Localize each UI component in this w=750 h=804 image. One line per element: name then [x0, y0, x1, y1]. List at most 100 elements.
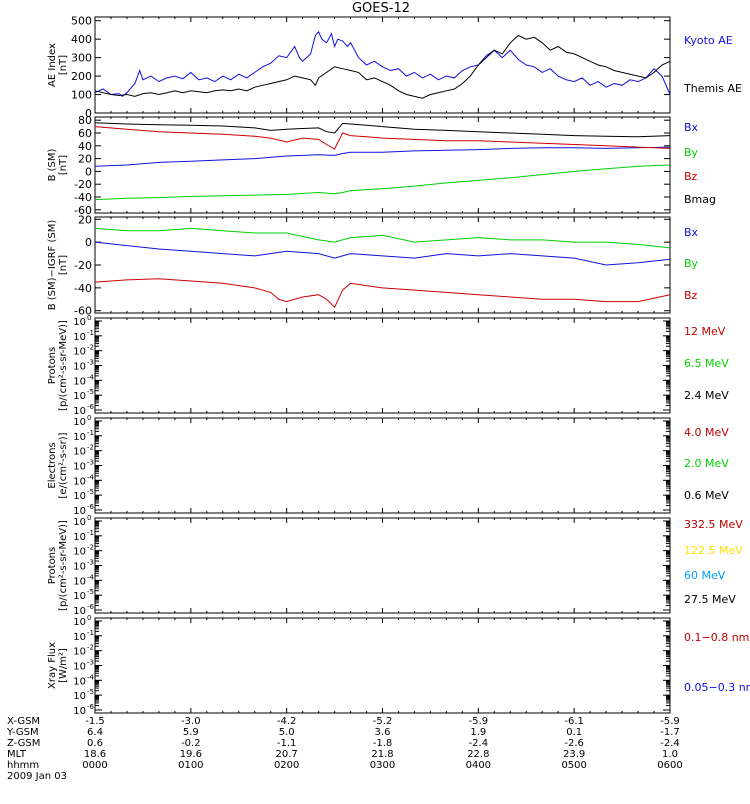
y-tick-label: 40 [78, 140, 92, 153]
y-tick-label: 20 [78, 213, 92, 226]
y-tick-exponent: -3 [87, 359, 94, 367]
y-tick-label: 10 [73, 647, 86, 658]
y-tick-label: 10 [73, 417, 86, 428]
series-line-by [94, 164, 671, 201]
axis-value-mlt: 1.0 [662, 749, 678, 760]
axis-value-x-gsm: -4.2 [277, 716, 297, 727]
legend-bz: Bz [684, 170, 698, 183]
axis-value-hhmm: 0500 [561, 760, 586, 771]
y-tick-exponent: -5 [87, 588, 94, 596]
y-tick-label: 10 [73, 532, 86, 543]
axis-value-z-gsm: 0.6 [87, 738, 103, 749]
axis-row-label: Z-GSM [7, 738, 40, 749]
y-tick-label: 10 [73, 676, 86, 687]
series-line-by [94, 227, 671, 249]
y-tick-label: 10 [73, 391, 86, 402]
y-tick-exponent: 0 [87, 414, 91, 422]
y-tick-label: 10 [73, 447, 86, 458]
y-tick-label: 10 [73, 547, 86, 558]
y-axis-label: [p/(cm²-s-sr-MeV)] [58, 520, 69, 611]
y-tick-label: 300 [71, 52, 92, 65]
y-axis-label: [nT] [58, 255, 69, 275]
legend-60-mev: 60 MeV [684, 569, 726, 582]
y-tick-exponent: -2 [87, 644, 94, 652]
axis-value-x-gsm: -5.9 [469, 716, 489, 727]
y-tick-exponent: -3 [87, 559, 94, 567]
y-tick-exponent: -6 [87, 503, 95, 511]
y-tick-label: 100 [71, 89, 92, 102]
axis-value-x-gsm: -3.0 [181, 716, 201, 727]
legend-by: By [684, 257, 699, 270]
legend-6-5-mev: 6.5 MeV [684, 357, 729, 370]
legend-332-5-mev: 332.5 MeV [684, 518, 743, 531]
axis-row-label: MLT [7, 749, 27, 760]
y-axis-label: B (SM)−IGRF (SM) [47, 220, 58, 311]
panel-frame [94, 16, 671, 114]
series-line-themis-ae [94, 34, 671, 99]
panel-bsm-igrf: B (SM)−IGRF (SM) [nT] 20 0 -20 -40 -60 Bx By Bz [47, 213, 699, 317]
legend-bz: Bz [684, 289, 698, 302]
y-tick-exponent: -1 [87, 329, 94, 337]
y-tick-exponent: -6 [87, 403, 95, 411]
legend-0-05-0-3-nm: 0.05−0.3 nm [684, 681, 750, 694]
plot-title: GOES-12 [352, 1, 410, 16]
y-tick-label: -60 [74, 305, 92, 318]
y-tick-label: 10 [73, 332, 86, 343]
y-tick-exponent: -4 [87, 673, 95, 681]
axis-value-y-gsm: 6.4 [87, 727, 103, 738]
legend-kyoto-ae: Kyoto AE [684, 34, 733, 47]
axis-value-z-gsm: -2.4 [469, 738, 489, 749]
y-tick-exponent: -6 [87, 603, 95, 611]
axis-row-label: hhmm [7, 760, 39, 771]
y-tick-label: 10 [73, 517, 86, 528]
axis-value-hhmm: 0100 [178, 760, 203, 771]
y-tick-exponent: -2 [87, 544, 94, 552]
panel-frame [94, 617, 671, 714]
y-tick-exponent: -1 [87, 429, 94, 437]
y-tick-label: 10 [73, 491, 86, 502]
y-tick-exponent: 0 [87, 614, 91, 622]
legend-12-mev: 12 MeV [684, 325, 726, 338]
legend-2-4-mev: 2.4 MeV [684, 389, 729, 402]
y-axis-label: B (SM) [47, 148, 58, 181]
y-tick-exponent: -3 [87, 459, 94, 467]
y-axis-label: Protons [47, 347, 58, 384]
axis-value-x-gsm: -1.5 [85, 716, 105, 727]
y-tick-label: 10 [73, 476, 86, 487]
legend-4-0-mev: 4.0 MeV [684, 426, 729, 439]
series-line-kyoto-ae [94, 30, 671, 98]
y-tick-label: 10 [73, 506, 86, 517]
legend-bmag: Bmag [684, 193, 716, 206]
y-tick-label: 10 [73, 432, 86, 443]
legend-by: By [684, 146, 699, 159]
axis-value-mlt: 21.8 [371, 749, 393, 760]
panel-frame [94, 116, 671, 214]
legend-0-6-mev: 0.6 MeV [684, 489, 729, 502]
series-line-bmag [94, 122, 671, 138]
axis-value-y-gsm: 5.9 [183, 727, 199, 738]
y-tick-label: 10 [73, 591, 86, 602]
y-axis-label: AE Index [47, 43, 58, 87]
axis-value-mlt: 19.6 [180, 749, 202, 760]
panel-ae: AE Index [nT] 500 400 300 200 100 0 Kyoto AE Them… [47, 15, 742, 120]
y-tick-label: 10 [73, 347, 86, 358]
y-tick-label: 10 [73, 662, 86, 673]
y-tick-exponent: -5 [87, 488, 94, 496]
y-axis-label: [p/(cm²-s-sr-MeV)] [58, 320, 69, 411]
y-tick-label: 500 [71, 15, 92, 28]
panel-frame [94, 517, 671, 614]
axis-value-mlt: 20.7 [276, 749, 298, 760]
panel-frame [94, 216, 671, 314]
y-tick-label: 10 [73, 691, 86, 702]
series-line-bz [94, 126, 671, 150]
y-tick-label: 10 [73, 632, 86, 643]
axis-row-label: X-GSM [7, 716, 40, 727]
y-tick-label: 400 [71, 33, 92, 46]
y-tick-exponent: 0 [87, 314, 91, 322]
y-tick-label: 10 [73, 376, 86, 387]
y-tick-exponent: -4 [87, 373, 95, 381]
legend-bx: Bx [684, 226, 699, 239]
